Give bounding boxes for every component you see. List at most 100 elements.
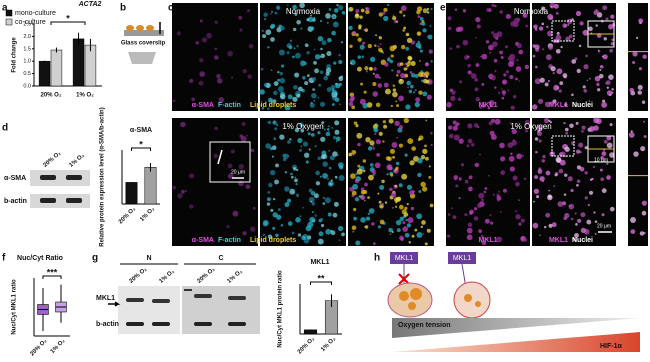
cell-signal	[582, 31, 586, 34]
cell-signal	[180, 121, 186, 128]
cell-signal	[427, 34, 433, 40]
cell-signal	[553, 84, 560, 91]
cell-signal	[511, 140, 517, 146]
row-title: 1% Oxygen	[510, 122, 551, 131]
cell-signal	[422, 28, 427, 33]
cell-signal	[628, 132, 635, 138]
cell-signal	[293, 167, 297, 171]
cell-signal	[231, 76, 233, 79]
cell-signal	[332, 21, 339, 28]
cell-signal	[541, 159, 546, 163]
chart-title: Nuc/Cyt Ratio	[17, 255, 63, 262]
cell-signal	[369, 67, 373, 71]
cell-signal	[375, 102, 381, 108]
x-tick-label: 1% O₂	[320, 336, 337, 353]
cell-signal	[262, 34, 267, 39]
cell-signal	[326, 51, 332, 57]
cell-signal	[417, 138, 421, 141]
cell-signal	[415, 97, 421, 103]
cell-signal	[387, 165, 393, 171]
cell-signal	[289, 188, 296, 195]
cell-signal	[364, 225, 366, 228]
cell-signal	[609, 206, 615, 212]
cell-signal	[508, 61, 514, 68]
cell-signal	[325, 228, 332, 235]
cell-signal	[373, 242, 376, 245]
cell-signal	[195, 41, 199, 45]
cell-signal	[464, 179, 469, 184]
cell-signal	[416, 231, 423, 238]
cell-signal	[326, 64, 332, 69]
cell-signal	[454, 8, 458, 11]
cell-signal	[310, 14, 312, 17]
cell-signal	[576, 149, 581, 154]
cell-signal	[405, 218, 408, 222]
cell-signal	[591, 177, 594, 180]
panel-label: f	[2, 253, 6, 264]
cell-signal	[632, 61, 636, 64]
band	[194, 322, 212, 326]
y-axis-label: Nuc/Cyt MKL1 ratio	[12, 279, 18, 335]
cell-signal	[294, 13, 298, 16]
cell-signal	[552, 72, 555, 75]
cell-signal	[362, 41, 366, 45]
cell-signal	[524, 64, 530, 70]
cell-signal	[488, 44, 494, 51]
cell-signal	[275, 163, 279, 168]
cell-signal	[426, 228, 431, 233]
cell-signal	[309, 216, 316, 223]
cell-signal	[507, 89, 510, 92]
cell-signal	[467, 123, 473, 129]
objective	[128, 52, 156, 64]
cell-signal	[310, 200, 313, 203]
cell-signal	[381, 179, 385, 184]
cell-signal	[330, 179, 333, 182]
cell-signal	[350, 95, 355, 101]
cell-signal	[557, 201, 564, 207]
cell-signal	[505, 13, 511, 20]
cell-signal	[289, 138, 292, 141]
cell-signal	[562, 23, 567, 29]
cell-signal	[597, 88, 601, 92]
cell-signal	[275, 233, 279, 238]
cell-signal	[510, 21, 516, 27]
cell-signal	[288, 45, 293, 50]
cell-signal	[588, 26, 593, 32]
cell-signal	[588, 125, 595, 132]
cell-signal	[198, 80, 204, 86]
cell-signal	[515, 181, 520, 187]
cell-signal	[302, 76, 306, 80]
cell-signal	[611, 23, 616, 27]
cell-signal	[377, 192, 380, 195]
cell-signal	[270, 208, 274, 212]
cell-signal	[399, 62, 404, 66]
cell-signal	[373, 127, 379, 133]
cell-signal	[603, 139, 608, 144]
cell-signal	[238, 15, 243, 20]
cell-signal	[383, 124, 388, 129]
cell-signal	[499, 211, 502, 213]
cell-signal	[301, 235, 306, 241]
cell-signal	[518, 199, 520, 202]
y-axis-label: Fold change	[12, 37, 18, 73]
cell-signal	[501, 90, 507, 95]
cell-signal	[332, 212, 338, 218]
cell-signal	[467, 222, 473, 228]
cell-signal	[640, 146, 646, 152]
cell-signal	[351, 190, 357, 196]
cell-signal	[306, 51, 310, 55]
cell-signal	[352, 31, 357, 35]
cell-signal	[404, 232, 410, 238]
cell-signal	[396, 69, 401, 74]
cell-signal	[189, 78, 194, 83]
blot	[182, 286, 260, 334]
cell-signal	[494, 118, 501, 125]
cell-signal	[358, 26, 362, 30]
cell-signal	[380, 50, 384, 53]
cell-signal	[287, 94, 293, 100]
cell-signal	[322, 196, 326, 200]
cell-signal	[293, 47, 296, 50]
cell-signal	[367, 43, 372, 49]
cell-signal	[516, 59, 519, 62]
cell-signal	[319, 20, 323, 23]
